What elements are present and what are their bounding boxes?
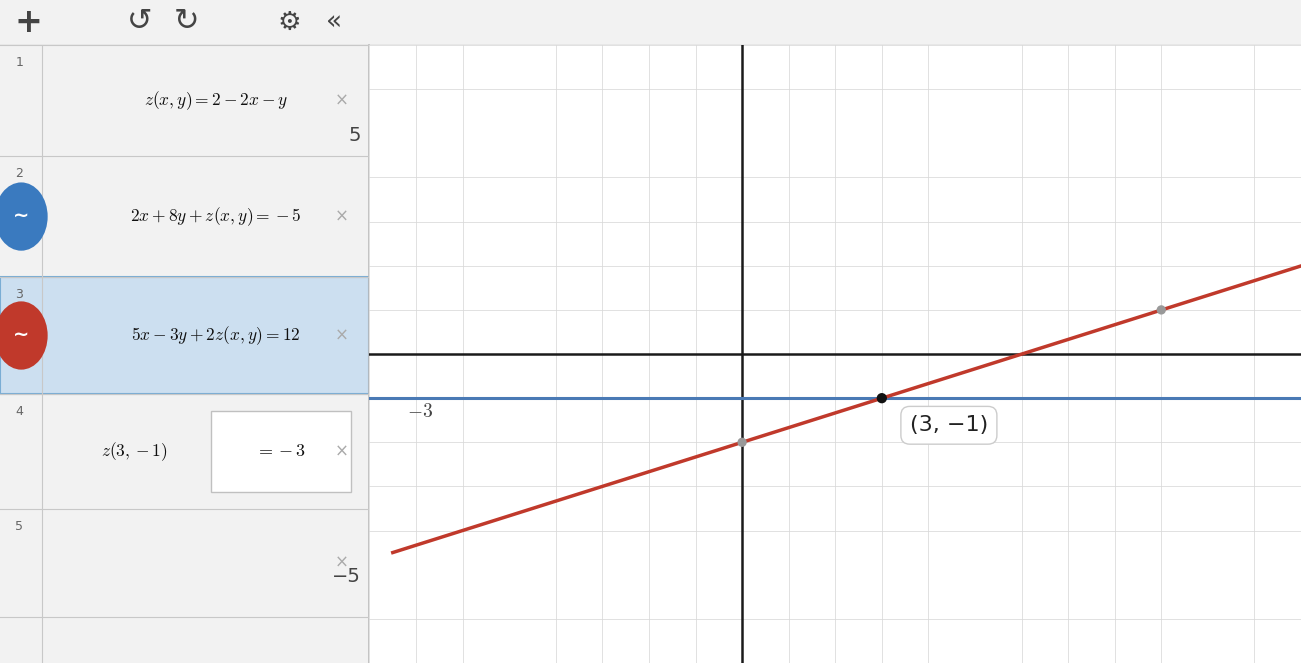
Text: «: « <box>327 9 342 36</box>
Text: 5: 5 <box>16 520 23 532</box>
Text: ×: × <box>334 554 349 572</box>
Text: $z(x,y) = 2 - 2x - y$: $z(x,y) = 2 - 2x - y$ <box>144 90 289 112</box>
Text: $5x - 3y + 2z(x,y) = 12$: $5x - 3y + 2z(x,y) = 12$ <box>131 324 301 347</box>
Text: ∼: ∼ <box>13 325 30 344</box>
Text: ∼: ∼ <box>13 206 30 225</box>
Text: $z(3,-1)$: $z(3,-1)$ <box>101 440 168 463</box>
FancyBboxPatch shape <box>211 411 351 491</box>
Text: 2: 2 <box>16 168 23 180</box>
Point <box>1151 304 1172 315</box>
Text: $2x + 8y + z(x,y) = -5$: $2x + 8y + z(x,y) = -5$ <box>130 205 302 228</box>
Point <box>872 393 892 404</box>
Point <box>731 437 752 448</box>
FancyBboxPatch shape <box>0 277 369 394</box>
Text: 3: 3 <box>16 288 23 301</box>
Text: ×: × <box>334 208 349 225</box>
Ellipse shape <box>0 302 48 370</box>
Text: ×: × <box>334 442 349 460</box>
Text: $= -3$: $= -3$ <box>255 442 306 460</box>
Text: 1: 1 <box>16 56 23 69</box>
Text: ×: × <box>334 91 349 109</box>
Ellipse shape <box>0 182 48 251</box>
Text: ↺: ↺ <box>126 7 152 36</box>
Text: 4: 4 <box>16 405 23 418</box>
Text: ⚙: ⚙ <box>277 9 301 36</box>
Text: $-3$: $-3$ <box>407 402 433 421</box>
Text: (3, −1): (3, −1) <box>909 415 987 436</box>
Text: ↻: ↻ <box>173 7 199 36</box>
Text: +: + <box>14 6 43 39</box>
Text: ×: × <box>334 326 349 345</box>
